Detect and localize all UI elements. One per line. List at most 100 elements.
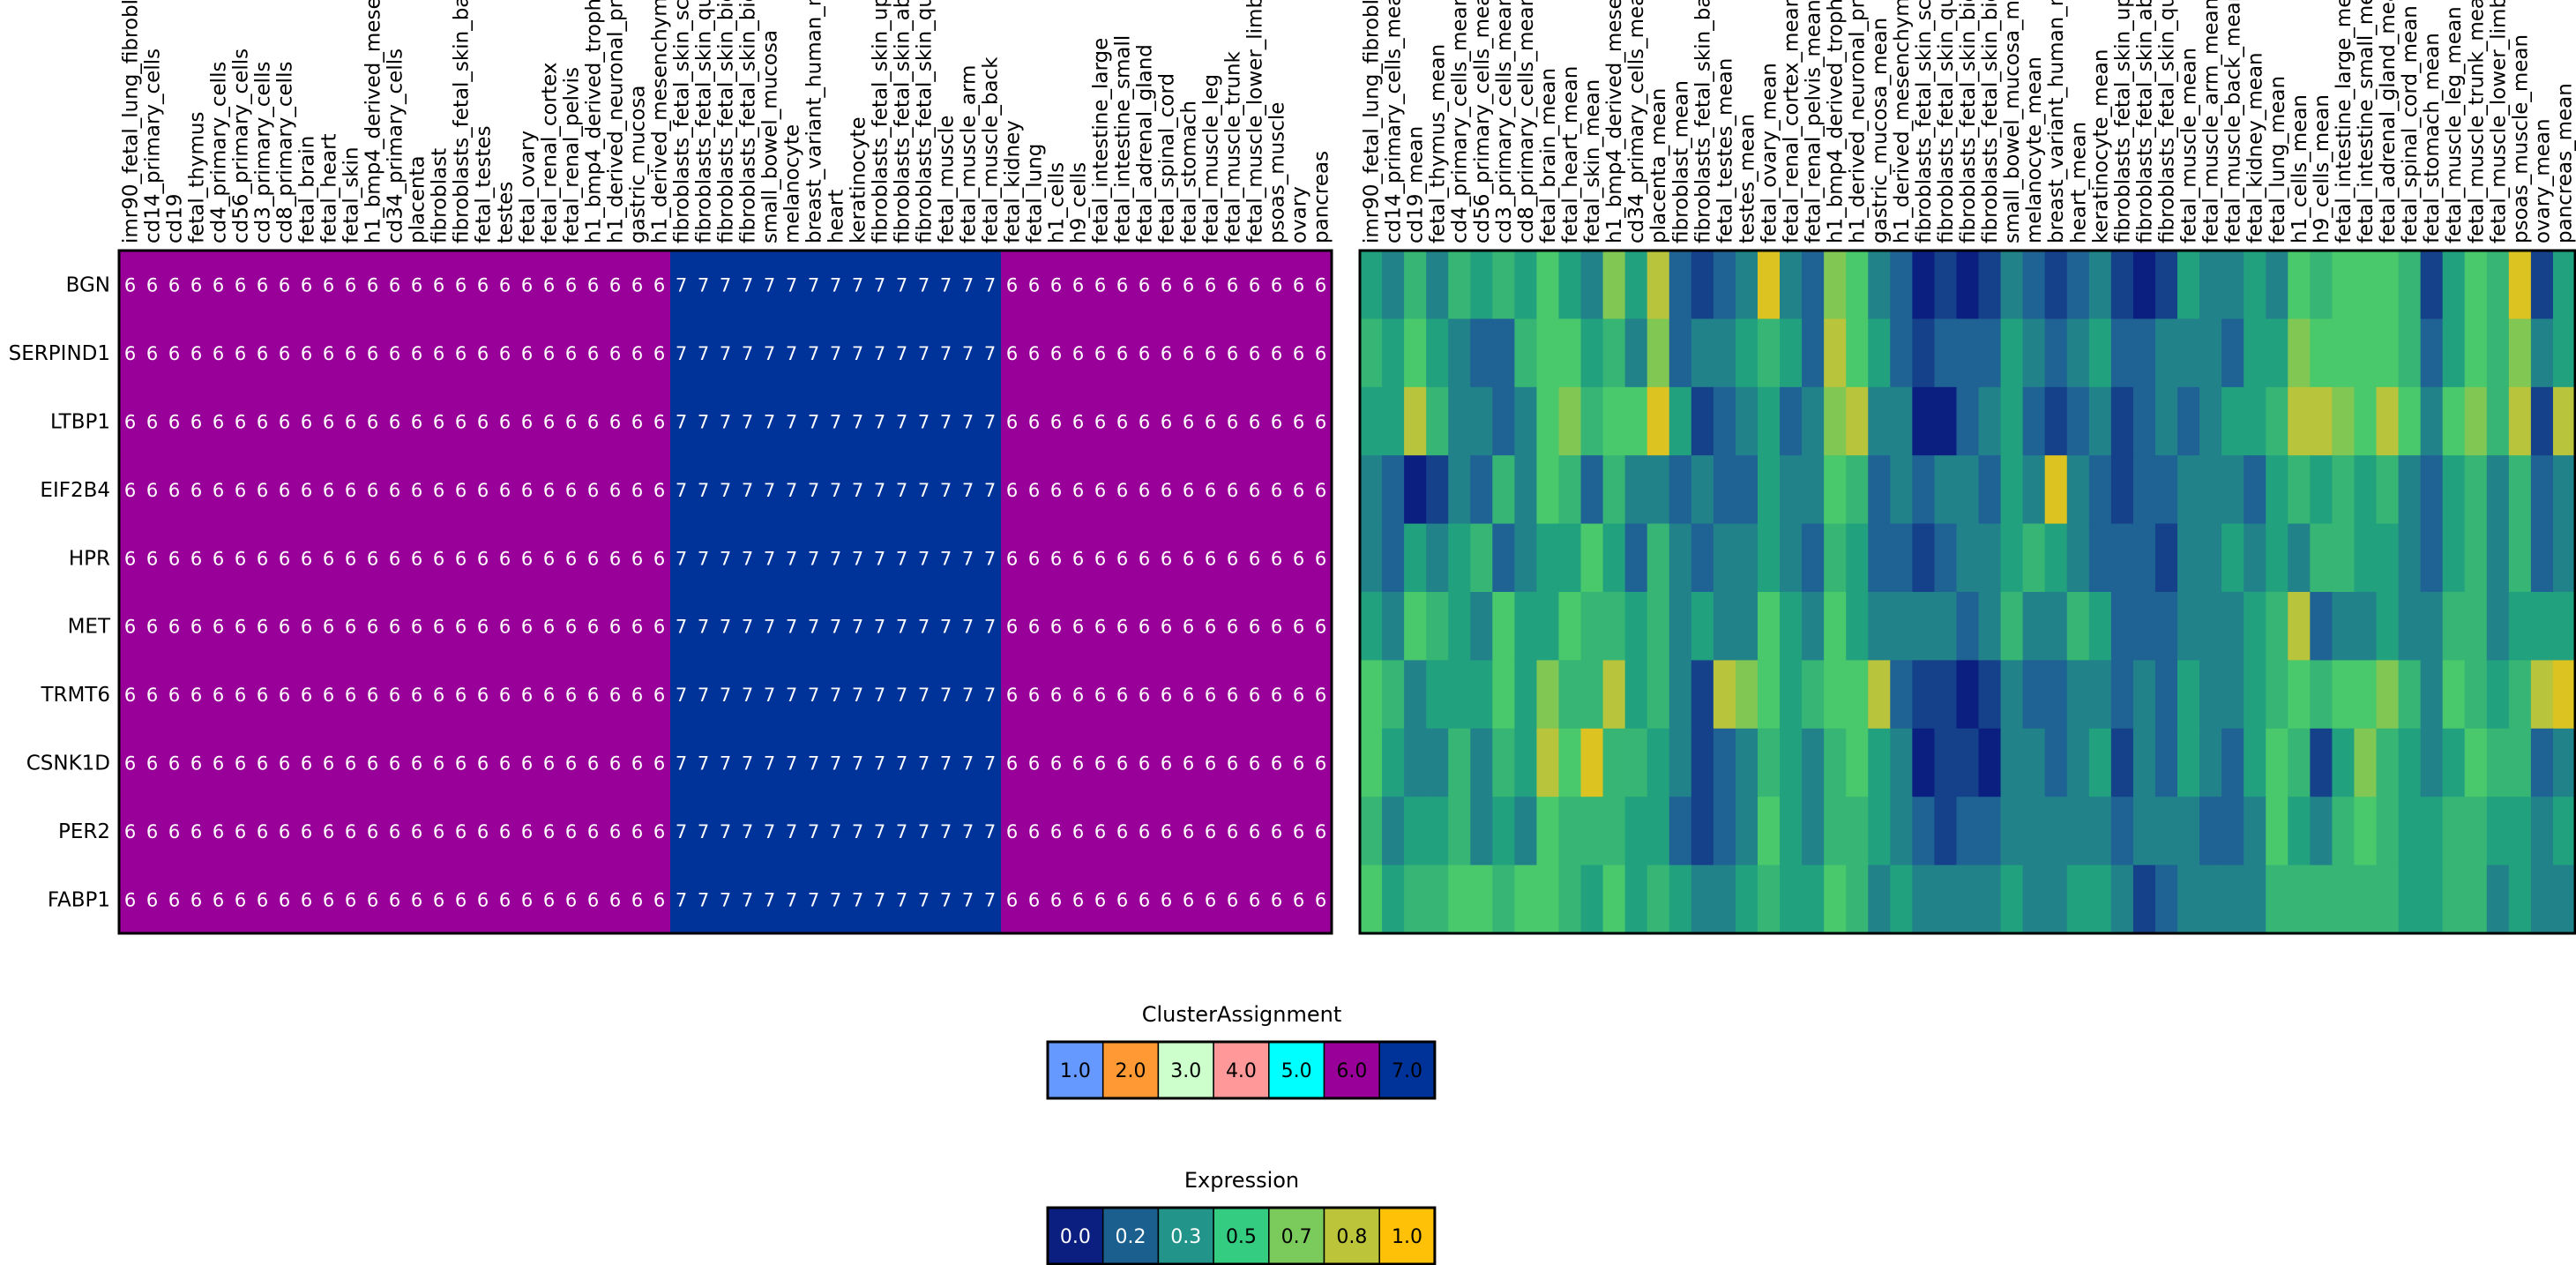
cluster-cell	[1177, 728, 1200, 797]
cluster-cell-value: 6	[1161, 821, 1172, 842]
expression-cell	[2530, 797, 2554, 865]
column-label: fetal_muscle_lower_limb_mean	[2487, 0, 2510, 243]
cluster-cell-value: 6	[1094, 821, 1106, 842]
expression-cell	[1691, 797, 1714, 865]
cluster-cell	[317, 455, 340, 524]
cluster-cell	[207, 523, 230, 593]
cluster-cell-value: 6	[1227, 548, 1238, 569]
cluster-cell	[1133, 386, 1156, 456]
cluster-cell	[141, 523, 164, 593]
cluster-cell-value: 6	[257, 889, 268, 910]
expression-cell	[2177, 865, 2200, 934]
cluster-cell-value: 6	[455, 343, 467, 364]
cluster-cell	[229, 523, 252, 593]
cluster-cell-value: 6	[1072, 889, 1084, 910]
cluster-cell-value: 6	[1315, 821, 1326, 842]
expression-cell	[2486, 251, 2510, 319]
expression-cell	[2310, 523, 2333, 593]
cluster-cell	[251, 660, 274, 730]
cluster-cell	[295, 386, 318, 456]
column-label: imr90_fetal_lung_fibroblasts_cell_line	[120, 0, 143, 243]
cluster-cell	[1221, 386, 1244, 456]
cluster-cell	[1133, 455, 1156, 524]
expression-cell	[1580, 660, 1603, 730]
cluster-cell-value: 6	[653, 548, 665, 569]
expression-cell	[2552, 523, 2576, 593]
cluster-cell-value: 6	[499, 753, 511, 775]
cluster-cell	[1045, 318, 1068, 388]
row-label: MET	[68, 616, 111, 639]
cluster-cell-value: 6	[1315, 548, 1326, 569]
cluster-cell	[295, 660, 318, 730]
expression-cell	[1646, 386, 1670, 456]
expression-cell	[1602, 592, 1626, 661]
cluster-cell	[450, 728, 473, 797]
expression-cell	[1956, 865, 1979, 934]
cluster-cell-value: 6	[124, 821, 136, 842]
cluster-cell-value: 7	[896, 412, 907, 433]
column-label: fetal_muscle_leg	[1200, 74, 1223, 243]
column-label: cd19_mean	[1405, 126, 1428, 243]
cluster-cell-value: 7	[918, 685, 930, 706]
cluster-cell	[736, 797, 759, 865]
expression-cell	[2530, 592, 2554, 661]
cluster-cell-value: 6	[1227, 617, 1238, 638]
expression-cell	[2354, 865, 2377, 934]
cluster-cell-value: 6	[213, 685, 224, 706]
cluster-cell	[935, 592, 958, 661]
cluster-cell-value: 7	[764, 480, 775, 501]
cluster-cell-value: 6	[345, 753, 356, 775]
cluster-cell-value: 6	[1183, 412, 1194, 433]
cluster-cell-value: 6	[257, 685, 268, 706]
cluster-cell	[714, 728, 737, 797]
expression-cell	[1558, 455, 1581, 524]
expression-cell	[1868, 592, 1891, 661]
expression-cell	[2244, 865, 2266, 934]
expression-cell	[2177, 728, 2200, 797]
cluster-cell-value: 6	[609, 412, 621, 433]
expression-cell	[2132, 386, 2156, 456]
expression-cell	[2442, 386, 2466, 456]
expression-cell	[2066, 865, 2090, 934]
column-label: fetal_thymus_mean	[1427, 44, 1450, 243]
cluster-cell-value: 6	[323, 617, 334, 638]
cluster-cell	[979, 865, 1002, 934]
column-label: fetal_muscle_arm	[958, 65, 981, 243]
expression-cell	[2464, 728, 2488, 797]
expression-cell	[2199, 251, 2222, 319]
expression-cell	[1757, 523, 1781, 593]
expression-cell	[2132, 318, 2156, 388]
cluster-cell	[626, 660, 649, 730]
cluster-assignment-legend: ClusterAssignment 1.0 2.0 3.0 4.0 5.0 6.0 7.0	[1046, 1002, 1437, 1100]
cluster-cell	[1089, 251, 1112, 319]
cluster-cell	[1199, 251, 1222, 319]
column-label: fibroblasts_fetal_skin_quadriceps_left	[693, 0, 716, 243]
column-label: fetal_heart_mean	[1559, 66, 1582, 243]
expression-cell	[1868, 523, 1891, 593]
expression-cell	[1580, 318, 1603, 388]
cluster-cell	[1001, 386, 1024, 456]
expression-cell	[2177, 318, 2200, 388]
column-label: fibroblasts_fetal_skin_quadriceps_right_…	[2155, 0, 2178, 243]
cluster-cell-value: 7	[786, 548, 797, 569]
expression-cell	[2332, 865, 2355, 934]
legend-label: 0.8	[1336, 1226, 1367, 1248]
column-label: h1_derived_neuronal_progenitor_cultured_…	[1847, 0, 1870, 243]
cluster-cell-value: 6	[279, 821, 290, 842]
expression-cell	[2288, 318, 2311, 388]
expression-cell	[1646, 455, 1670, 524]
cluster-cell-value: 6	[1293, 275, 1304, 296]
cluster-cell-value: 6	[631, 275, 643, 296]
cluster-cell	[1310, 865, 1333, 934]
expression-cell	[1713, 865, 1736, 934]
cluster-cell-value: 7	[852, 889, 863, 910]
cluster-cell-value: 7	[742, 275, 753, 296]
cluster-cell-value: 6	[124, 753, 136, 775]
cluster-cell-value: 6	[411, 753, 422, 775]
cluster-cell	[207, 592, 230, 661]
cluster-cell-value: 7	[918, 412, 930, 433]
cluster-cell	[450, 865, 473, 934]
cluster-cell-value: 6	[587, 821, 599, 842]
cluster-cell-value: 6	[1161, 548, 1172, 569]
cluster-cell	[516, 728, 539, 797]
